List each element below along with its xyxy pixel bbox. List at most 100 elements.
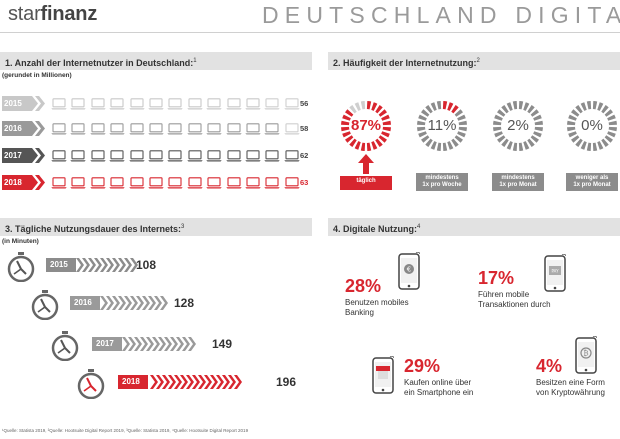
duration-minutes: 108 [136,258,157,272]
usage-description: Besitzen eine Form von Kryptowährung [536,378,605,398]
laptop-icon [128,122,145,135]
duration-chevron [122,337,130,351]
laptop-icon [148,176,164,189]
duration-chevron [94,258,102,272]
duration-chevron [192,375,200,389]
laptop-icon [70,149,87,162]
frequency-label: weniger als 1x pro Monat [566,173,618,191]
laptop-icon [284,176,300,189]
frequency-label: mindestens 1x pro Woche [416,173,468,191]
mobile-shop-icon [372,353,397,394]
laptop-icon [187,176,203,189]
laptop-icon [264,176,281,189]
duration-chevron [124,296,132,310]
laptop-icon [90,149,106,162]
laptop-icon [167,176,184,189]
duration-chevron [170,337,178,351]
laptop-icon [128,176,145,189]
section3-title-bar: 3. Tägliche Nutzungsdauer des Internets:… [0,218,312,236]
laptop-icon [225,122,242,135]
frequency-label-line1: mindestens [425,175,459,181]
duration-chevron [140,337,148,351]
laptop-icon [148,122,164,135]
frequency-label: täglich [340,176,392,190]
duration-chevron [118,296,126,310]
usage-description-line1: Besitzen eine Form [536,378,605,387]
svg-text:₿: ₿ [583,350,588,358]
duration-chevron [234,375,242,389]
laptop-icon [90,97,106,110]
usage-description-line2: Transaktionen durch [478,300,551,309]
duration-chevron [186,375,194,389]
svg-text:PAY: PAY [551,269,559,274]
laptop-icon [284,122,300,135]
section1-title: 1. Anzahl der Internetnutzer in Deutschl… [5,58,194,68]
starfinanz-logo: starfinanz [8,3,98,25]
laptop-icon [264,149,281,162]
stopwatch-icon [50,331,80,362]
duration-chevron [198,375,206,389]
duration-minutes: 149 [212,337,233,351]
year-tag [2,121,46,136]
laptop-icon [51,149,67,162]
duration-chevron [188,337,196,351]
section3-note: (in Minuten) [2,238,39,245]
duration-chevron [222,375,230,389]
frequency-donut [340,100,392,152]
duration-chevron [156,375,164,389]
stopwatch-icon [76,369,106,400]
laptop-icon [167,149,184,162]
duration-minutes: 128 [174,296,195,310]
frequency-percent: 2% [507,117,529,134]
laptop-icon [225,176,242,189]
laptop-icon [51,97,67,110]
duration-year-label: 2016 [74,298,92,307]
frequency-donut [416,100,468,152]
duration-chevron [106,258,114,272]
year-label: 2018 [4,178,22,187]
year-label: 2015 [4,99,22,108]
duration-chevron [134,337,142,351]
duration-chevron [204,375,212,389]
duration-chevron [164,337,172,351]
laptop-icon [245,176,261,189]
duration-chevron [168,375,176,389]
duration-chevron [148,296,156,310]
year-tag [2,148,46,163]
section3-title: 3. Tägliche Nutzungsdauer des Internets: [5,224,182,234]
laptop-icon [225,97,242,110]
duration-chevron [88,258,96,272]
user-count: 62 [300,151,309,160]
usage-description: Benutzen mobiles Banking [345,298,409,318]
laptop-icon [167,122,184,135]
duration-chevron [130,258,138,272]
section4-title: 4. Digitale Nutzung: [333,224,417,234]
stopwatch-icon [30,290,60,321]
svg-text:€: € [407,266,411,274]
laptop-icon [51,122,67,135]
laptop-icon [167,97,184,110]
laptop-icon [245,122,261,135]
laptop-icon [70,97,87,110]
frequency-label: mindestens 1x pro Monat [492,173,544,191]
laptop-icon [70,122,87,135]
header-divider [0,32,620,33]
usage-percent: 4% [536,356,563,376]
duration-year-label: 2018 [122,377,140,386]
laptop-icon [70,176,87,189]
laptop-icon [128,149,145,162]
duration-chevron [180,375,188,389]
duration-chevron [174,375,182,389]
year-tag [2,96,46,111]
year-label: 2016 [4,124,22,133]
year-label: 2017 [4,151,22,160]
duration-chevron [162,375,170,389]
duration-chevron [106,296,114,310]
laptop-icon [148,97,164,110]
laptop-icon [90,176,106,189]
laptop-icon [206,176,222,189]
duration-year-label: 2015 [50,260,68,269]
laptop-icon [187,149,203,162]
duration-year-box [118,375,148,389]
laptop-icon [187,122,203,135]
